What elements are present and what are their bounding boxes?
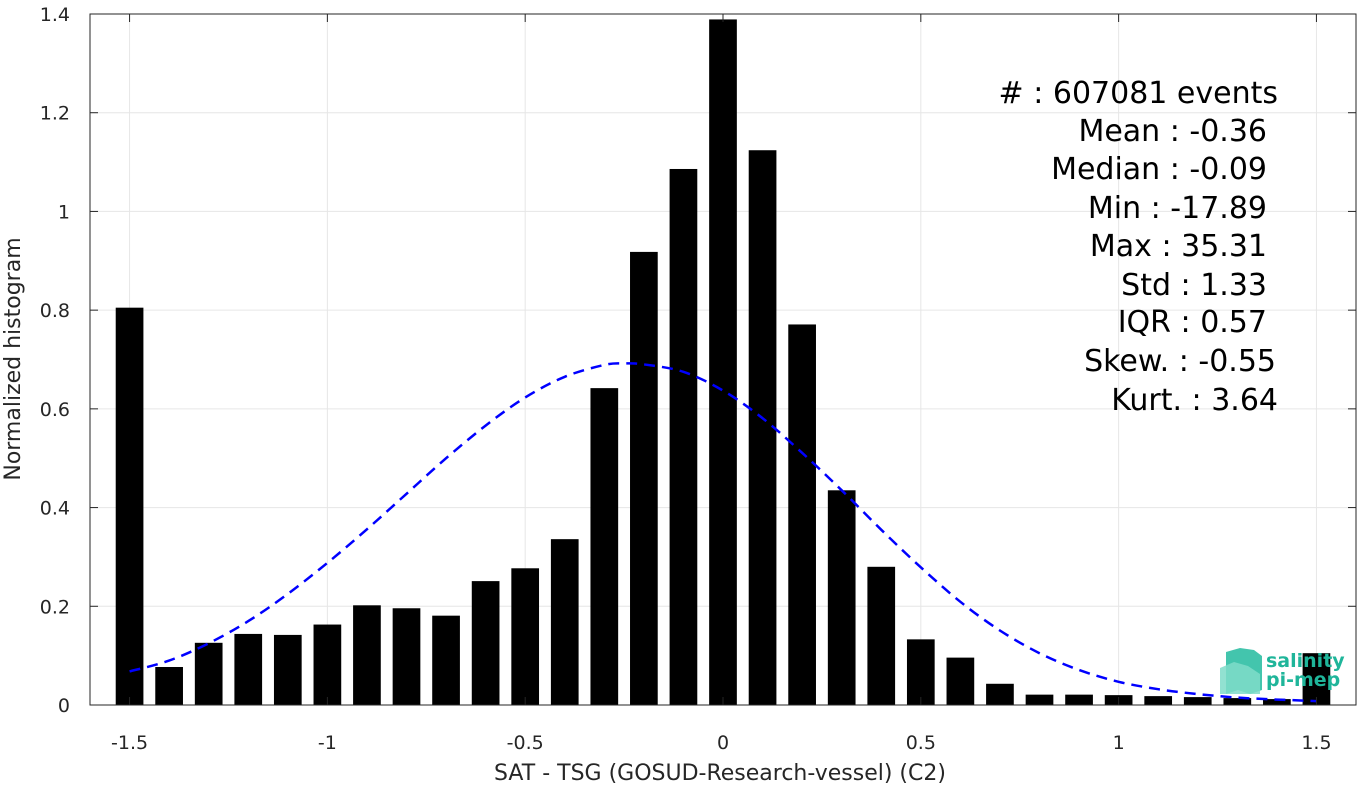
stat-iqr: IQR : 0.57 [1118, 305, 1267, 340]
x-tick-labels: -1.5 -1 -0.5 0 0.5 1 1.5 [111, 732, 1332, 754]
logo-wave-light-icon [1220, 662, 1260, 694]
x-tick-label: 1 [1113, 732, 1125, 754]
histogram-bar [709, 19, 737, 706]
x-axis-label: SAT - TSG (GOSUD-Research-vessel) (C2) [494, 761, 946, 785]
stat-events: # : 607081 events [999, 76, 1278, 111]
histogram-bar [1065, 694, 1093, 705]
y-tick-label: 0 [58, 695, 70, 717]
x-tick-label: -1.5 [111, 732, 148, 754]
stat-median: Median : -0.09 [1051, 152, 1267, 187]
histogram-bar [392, 608, 421, 705]
x-tick-label: 0 [717, 732, 729, 754]
stat-kurt: Kurt. : 3.64 [1111, 383, 1278, 418]
y-tick-labels: 0 0.2 0.4 0.6 0.8 1 1.2 1.4 [40, 4, 70, 717]
y-tick-label: 0.2 [40, 596, 70, 618]
histogram-bar [273, 634, 302, 705]
histogram-bar [313, 624, 342, 705]
histogram-bar [669, 168, 698, 705]
histogram-bar [1183, 697, 1212, 705]
y-tick-label: 1.2 [40, 103, 70, 125]
histogram-bar [1223, 698, 1252, 705]
histogram-bar [906, 639, 935, 705]
stat-min: Min : -17.89 [1088, 191, 1267, 226]
y-tick-label: 0.4 [40, 498, 70, 520]
histogram-bar [827, 490, 856, 705]
x-tick-label: 1.5 [1301, 732, 1331, 754]
histogram-bar [155, 666, 183, 705]
y-axis-label: Normalized histogram [1, 237, 26, 480]
y-tick-label: 0.6 [40, 399, 70, 421]
histogram-bar [946, 657, 975, 705]
stat-std: Std : 1.33 [1121, 268, 1267, 303]
histogram-bar [986, 683, 1014, 705]
histogram-bars [115, 19, 1331, 706]
statistics-annotation: # : 607081 events Mean : -0.36 Median : … [999, 76, 1278, 418]
x-tick-label: -0.5 [507, 732, 544, 754]
histogram-bar [1302, 653, 1331, 705]
histogram-bar [748, 150, 777, 705]
histogram-bar [432, 615, 460, 705]
histogram-bar [630, 251, 658, 705]
histogram-bar [590, 388, 619, 705]
y-tick-label: 0.8 [40, 300, 70, 322]
stat-max: Max : 35.31 [1090, 229, 1267, 264]
axis-ticks [90, 13, 1356, 706]
stat-skew: Skew. : -0.55 [1084, 344, 1276, 379]
histogram-bar [550, 539, 579, 705]
histogram-bar [194, 642, 223, 705]
logo-text-line2: pi-mep [1266, 669, 1340, 691]
histogram-bar [471, 581, 500, 705]
histogram-bar [115, 307, 144, 705]
normal-fit-curve [129, 362, 1317, 703]
x-tick-label: -1 [318, 732, 337, 754]
logo-text-line1: salinity [1266, 650, 1345, 672]
x-tick-label: 0.5 [906, 732, 936, 754]
histogram-bar [1144, 696, 1173, 705]
histogram-bar [511, 568, 540, 705]
histogram-bar [353, 605, 381, 705]
y-tick-label: 1.4 [40, 4, 70, 26]
histogram-bar [1263, 699, 1291, 705]
histogram-bar [1025, 694, 1054, 705]
y-tick-label: 1 [58, 201, 70, 223]
salinity-pi-mep-logo: salinity pi-mep [1220, 648, 1345, 694]
stat-mean: Mean : -0.36 [1078, 114, 1267, 149]
histogram-bar [234, 633, 263, 705]
histogram-bar [788, 324, 816, 705]
histogram-bar [867, 566, 896, 705]
